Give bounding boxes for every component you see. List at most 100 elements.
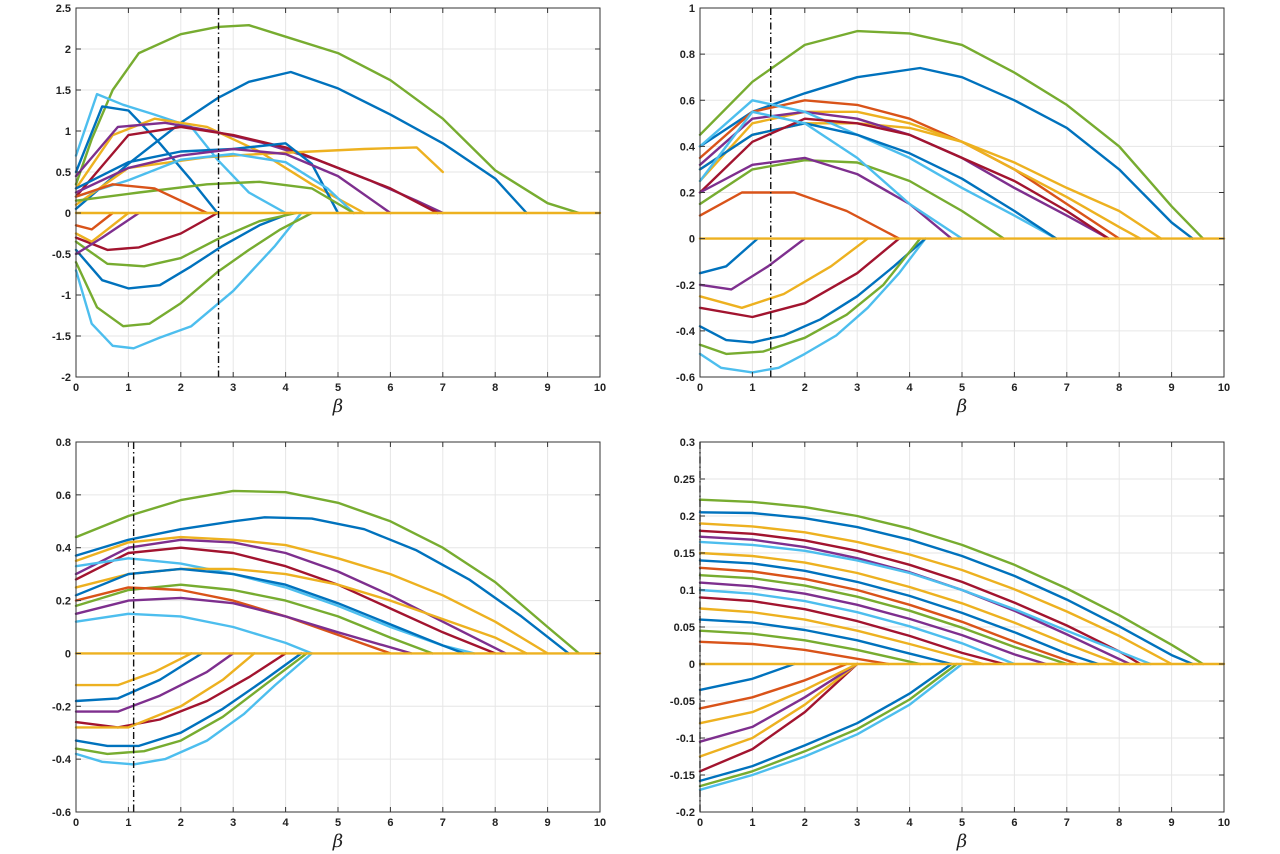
x-tick-label: 7	[440, 817, 446, 829]
x-tick-label: 4	[283, 382, 290, 394]
y-tick-label: -0.5	[52, 249, 71, 261]
x-tick-label: 0	[73, 382, 79, 394]
series-line	[698, 529, 1142, 666]
series-line	[74, 652, 204, 703]
series-line	[74, 211, 298, 268]
x-tick-label: 10	[594, 382, 606, 394]
y-tick-label: 0.05	[674, 622, 695, 634]
series-line	[74, 211, 219, 252]
y-tick-label: 0.8	[56, 437, 71, 449]
x-tick-label: 5	[335, 382, 341, 394]
y-tick-label: -1.5	[52, 331, 71, 343]
y-tick-label: 2.5	[56, 3, 71, 15]
x-axis-label: β	[956, 396, 967, 417]
series-line	[74, 652, 256, 729]
x-tick-label: 9	[1169, 382, 1175, 394]
y-tick-label: 0.4	[56, 543, 72, 555]
y-tick-label: -0.6	[676, 372, 695, 384]
x-tick-label: 0	[697, 382, 703, 394]
x-tick-label: 0	[697, 817, 703, 829]
series-line	[74, 538, 507, 655]
series-line	[74, 211, 313, 328]
series-line	[698, 99, 1121, 240]
series-line	[74, 586, 392, 655]
x-tick-label: 1	[125, 382, 131, 394]
series-line	[698, 662, 859, 773]
y-tick-label: -0.6	[52, 807, 71, 819]
y-tick-label: 0	[65, 648, 71, 660]
series-line	[698, 29, 1205, 240]
series-line	[74, 211, 303, 350]
series-line	[698, 237, 927, 374]
series-line	[698, 117, 1110, 240]
x-tick-label: 10	[1218, 382, 1230, 394]
y-tick-label: -0.05	[670, 696, 695, 708]
series-line	[698, 640, 890, 666]
x-tick-label: 8	[1116, 382, 1122, 394]
series-line	[74, 70, 528, 215]
x-tick-label: 4	[283, 817, 290, 829]
chart-panel-3: 0 1 2 3 4 5 6 7 8 9 10 -0.6 -0.4 -0.2 0 0.2 0.4 0.6 0.8 β	[52, 437, 606, 852]
series-line	[74, 211, 114, 231]
y-tick-label: 0.2	[680, 188, 695, 200]
series-line	[74, 583, 434, 655]
y-tick-label: -0.15	[670, 770, 695, 782]
series-line	[698, 237, 869, 309]
series-line	[698, 511, 1194, 666]
series-line	[74, 152, 355, 215]
y-tick-label: 0.6	[680, 95, 695, 107]
series-line	[74, 546, 497, 655]
series-line	[74, 24, 581, 215]
series-line	[698, 662, 964, 791]
x-axis-label: β	[956, 831, 967, 852]
y-tick-label: -0.2	[676, 807, 695, 819]
chart-panel-4: 0 1 2 3 4 5 6 7 8 9 10 -0.2 -0.15 -0.1 -0.05 0 0.05 0.1 0.…	[670, 437, 1230, 852]
series-line	[698, 191, 901, 240]
x-tick-label: 2	[802, 382, 808, 394]
series-line	[698, 662, 953, 783]
x-tick-label: 3	[854, 382, 860, 394]
x-tick-label: 1	[749, 382, 755, 394]
y-tick-label: 2	[65, 44, 71, 56]
series-line	[74, 652, 303, 748]
chart-panel-2: 0 1 2 3 4 5 6 7 8 9 10 -0.6 -0.4 -0.2 0 0.2 0.4 0.6 0.8 1 β	[676, 3, 1230, 417]
x-tick-label: 6	[1011, 817, 1017, 829]
series-line	[698, 110, 964, 240]
series-line	[698, 237, 901, 319]
series-line	[74, 146, 444, 207]
x-tick-label: 9	[1169, 817, 1175, 829]
x-tick-label: 3	[854, 817, 860, 829]
y-tick-label: 1.5	[56, 85, 71, 97]
series-line	[74, 596, 413, 655]
x-tick-label: 4	[907, 817, 914, 829]
series-line	[698, 662, 796, 692]
series-line	[698, 596, 1006, 666]
series-line	[74, 535, 549, 655]
y-tick-label: 0.15	[674, 548, 695, 560]
series-line	[698, 540, 1152, 666]
y-tick-label: 1	[689, 3, 695, 15]
series-line	[698, 237, 759, 275]
x-tick-label: 7	[1064, 382, 1070, 394]
y-tick-label: 0	[65, 208, 71, 220]
x-tick-label: 5	[335, 817, 341, 829]
x-tick-label: 6	[387, 382, 393, 394]
series-line	[74, 211, 130, 243]
y-tick-label: 0.1	[680, 585, 695, 597]
x-tick-label: 1	[125, 817, 131, 829]
y-tick-label: 0	[689, 234, 695, 246]
y-tick-label: -0.1	[676, 733, 695, 745]
series-line	[74, 180, 355, 215]
series-line	[74, 652, 308, 756]
y-tick-label: -0.4	[52, 754, 72, 766]
x-tick-label: 7	[1064, 817, 1070, 829]
x-tick-label: 5	[959, 817, 965, 829]
series-line	[698, 662, 958, 788]
y-tick-label: 0.8	[680, 49, 695, 61]
series-line	[698, 662, 859, 743]
x-tick-label: 9	[545, 382, 551, 394]
series-line	[698, 629, 922, 666]
series-line	[698, 99, 1058, 240]
series-line	[74, 516, 570, 655]
series-line	[698, 66, 1194, 240]
